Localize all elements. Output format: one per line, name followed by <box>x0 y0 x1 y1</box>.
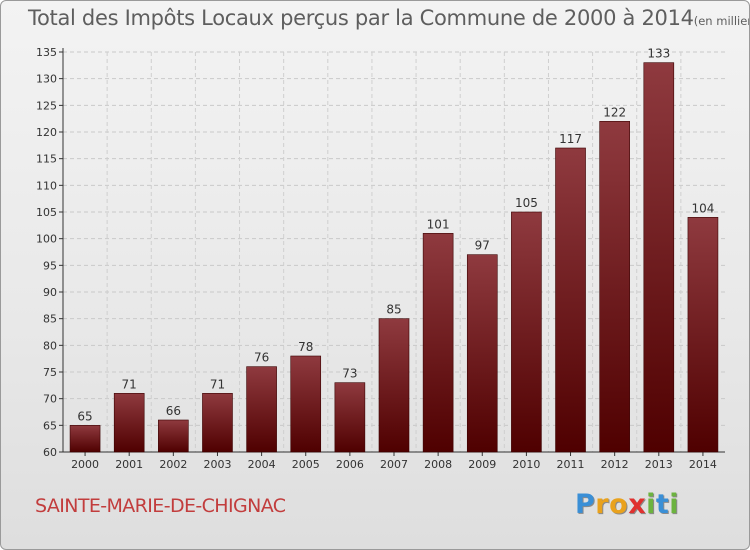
y-tick-label: 135 <box>36 46 57 59</box>
y-tick-label: 115 <box>36 153 57 166</box>
labels: 60 65 70 75 80 85 90 95 100 105 110 115 120 125 130 135… <box>36 46 717 471</box>
logo-letter: r <box>595 489 610 520</box>
bar <box>422 233 454 453</box>
y-tick-label: 70 <box>43 393 57 406</box>
x-tick-label: 2009 <box>468 458 496 471</box>
x-tick-label: 2005 <box>292 458 320 471</box>
x-tick-label: 2014 <box>689 458 717 471</box>
logo-letter: i <box>646 489 656 520</box>
x-tick-label: 2010 <box>512 458 540 471</box>
value-label: 71 <box>210 377 225 391</box>
commune-name: SAINTE-MARIE-DE-CHIGNAC <box>35 495 286 517</box>
value-label: 76 <box>254 351 269 365</box>
y-tick-label: 75 <box>43 366 57 379</box>
bar <box>158 419 189 453</box>
x-tick-label: 2008 <box>424 458 452 471</box>
value-label: 122 <box>603 105 626 119</box>
value-label: 133 <box>647 47 670 61</box>
value-label: 78 <box>298 340 313 354</box>
x-tick-label: 2002 <box>159 458 187 471</box>
y-tick-label: 80 <box>43 339 57 352</box>
bar <box>555 147 586 453</box>
x-tick-label: 2011 <box>557 458 585 471</box>
bar <box>599 121 630 453</box>
bar <box>290 355 322 453</box>
bar <box>466 254 498 453</box>
x-tick-label: 2006 <box>336 458 364 471</box>
proxiti-logo: Proxiti <box>575 489 679 520</box>
value-label: 65 <box>77 409 92 423</box>
value-label: 101 <box>427 217 450 231</box>
value-label: 105 <box>515 196 538 210</box>
chart-title-unit: (en milliers d'€) <box>693 14 749 28</box>
y-tick-label: 105 <box>36 206 57 219</box>
value-label: 71 <box>122 377 137 391</box>
y-tick-label: 110 <box>36 179 57 192</box>
y-tick-label: 100 <box>36 233 57 246</box>
logo-letter: i <box>669 489 680 520</box>
chart-title: Total des Impôts Locaux perçus par la Co… <box>28 6 749 30</box>
bar <box>113 393 145 453</box>
bar <box>334 382 366 453</box>
y-tick-label: 60 <box>43 446 57 459</box>
value-label: 104 <box>691 201 714 215</box>
bar <box>69 425 101 453</box>
value-label: 97 <box>475 239 490 253</box>
y-tick-label: 65 <box>43 419 57 432</box>
x-tick-label: 2013 <box>645 458 673 471</box>
bar <box>511 211 542 453</box>
bar <box>643 62 675 453</box>
y-tick-label: 85 <box>43 313 57 326</box>
value-label: 73 <box>342 367 357 381</box>
chart-title-text: Total des Impôts Locaux perçus par la Co… <box>28 6 694 30</box>
x-tick-label: 2003 <box>203 458 231 471</box>
logo-letter: P <box>575 489 596 520</box>
logo-letter: o <box>609 489 629 520</box>
x-tick-label: 2001 <box>115 458 143 471</box>
bar <box>687 217 719 453</box>
value-label: 66 <box>166 404 181 418</box>
value-label: 85 <box>386 303 401 317</box>
y-tick-label: 120 <box>36 126 57 139</box>
x-tick-label: 2000 <box>71 458 99 471</box>
y-tick-label: 130 <box>36 73 57 86</box>
logo-letter: t <box>655 489 670 520</box>
y-tick-label: 125 <box>36 99 57 112</box>
bars <box>69 62 719 453</box>
logo-letter: x <box>628 489 647 520</box>
x-tick-label: 2012 <box>601 458 629 471</box>
y-tick-label: 90 <box>43 286 57 299</box>
bar <box>378 318 410 453</box>
value-label: 117 <box>559 132 582 146</box>
y-tick-label: 95 <box>43 259 57 272</box>
x-tick-label: 2004 <box>248 458 276 471</box>
bar <box>202 393 233 453</box>
bar <box>246 366 277 453</box>
x-tick-label: 2007 <box>380 458 408 471</box>
